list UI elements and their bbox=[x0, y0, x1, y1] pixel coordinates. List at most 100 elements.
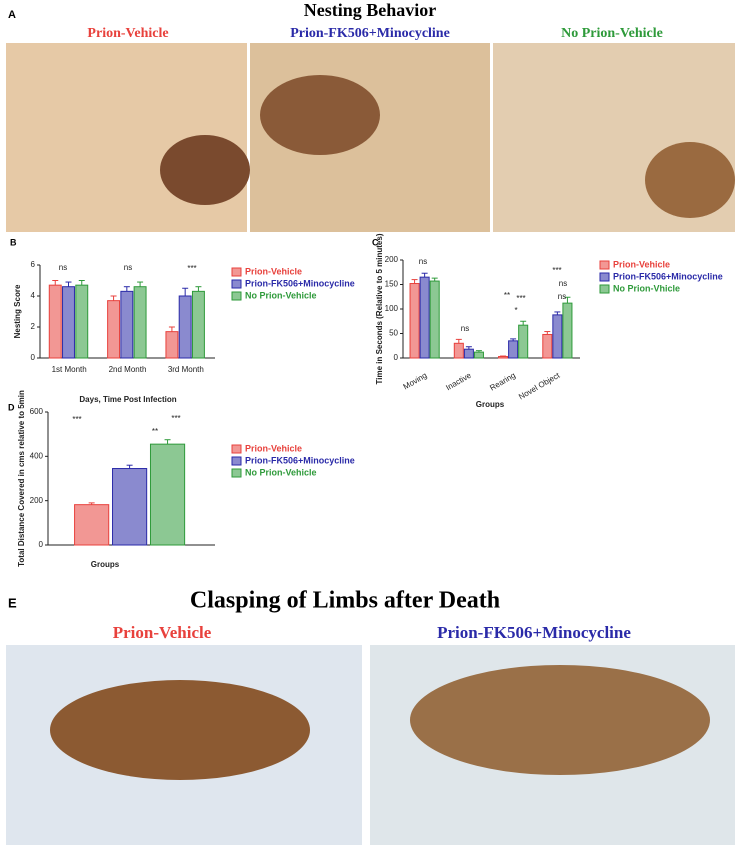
y-tick-label: 400 bbox=[30, 451, 44, 460]
x-tick-label: 2nd Month bbox=[109, 365, 147, 374]
significance-label: ns bbox=[419, 257, 427, 266]
legend-label: Prion-Vehicle bbox=[245, 443, 302, 453]
significance-label: *** bbox=[552, 266, 561, 275]
legend-swatch bbox=[231, 267, 242, 277]
y-axis-label: Total Distance Covered in cms relative t… bbox=[17, 390, 26, 567]
y-tick-label: 0 bbox=[39, 540, 44, 549]
x-tick-label: Novel Object bbox=[517, 370, 562, 401]
bar bbox=[107, 300, 121, 359]
significance-label: *** bbox=[516, 294, 525, 303]
panel-label: D bbox=[8, 402, 15, 412]
y-tick-label: 6 bbox=[31, 260, 36, 269]
panel-title: Nesting Behavior bbox=[304, 0, 437, 20]
panel-label: B bbox=[10, 237, 17, 247]
y-tick-label: 200 bbox=[30, 496, 44, 505]
legend-swatch bbox=[231, 279, 242, 289]
bar bbox=[473, 351, 484, 359]
bar bbox=[508, 340, 519, 359]
x-axis-label: Days, Time Post Infection bbox=[79, 395, 176, 404]
photo-caption: Prion-FK506+Minocycline bbox=[290, 26, 450, 41]
x-axis-label: Groups bbox=[476, 400, 505, 409]
significance-label: * bbox=[514, 306, 517, 315]
bar bbox=[409, 283, 420, 359]
bar bbox=[552, 314, 563, 359]
significance-label: *** bbox=[171, 414, 180, 423]
bar bbox=[149, 443, 186, 546]
photo bbox=[50, 680, 310, 780]
legend-swatch bbox=[599, 260, 610, 270]
bar bbox=[74, 504, 110, 546]
y-tick-label: 0 bbox=[394, 353, 399, 362]
y-axis-label: Nesting Score bbox=[13, 284, 22, 338]
photo bbox=[260, 75, 380, 155]
panel-label: A bbox=[8, 9, 16, 21]
significance-label: *** bbox=[187, 264, 196, 273]
significance-label: ns bbox=[559, 279, 567, 288]
x-tick-label: Moving bbox=[402, 371, 429, 392]
y-tick-label: 150 bbox=[385, 280, 399, 289]
bar bbox=[463, 348, 474, 359]
bar bbox=[191, 290, 205, 359]
legend-swatch bbox=[231, 468, 242, 478]
y-tick-label: 2 bbox=[31, 322, 36, 331]
significance-label: ** bbox=[152, 427, 158, 436]
bar bbox=[518, 324, 529, 359]
bar bbox=[498, 356, 509, 359]
legend-label: No Prion-Vehicle bbox=[245, 290, 317, 300]
x-axis-label: Groups bbox=[91, 560, 120, 569]
y-tick-label: 50 bbox=[389, 329, 398, 338]
photo-caption: Prion-FK506+Minocycline bbox=[437, 623, 631, 642]
bar bbox=[419, 276, 430, 359]
bar bbox=[429, 280, 440, 359]
bar bbox=[48, 284, 62, 359]
photo-caption: Prion-Vehicle bbox=[113, 623, 212, 642]
significance-label: *** bbox=[72, 415, 81, 424]
bar bbox=[62, 286, 75, 359]
x-tick-label: Inactive bbox=[444, 370, 473, 392]
bar bbox=[542, 333, 553, 359]
bar bbox=[453, 342, 464, 359]
legend-label: No Prion-Vehicle bbox=[245, 467, 317, 477]
panel-title: Clasping of Limbs after Death bbox=[190, 588, 500, 614]
photo-caption: No Prion-Vehicle bbox=[561, 26, 663, 41]
bar bbox=[165, 331, 179, 359]
bar bbox=[75, 284, 89, 359]
x-tick-label: Rearing bbox=[488, 371, 517, 393]
panel-label: E bbox=[8, 595, 17, 610]
photo bbox=[410, 665, 710, 775]
legend-label: Prion-FK506+Minocycline bbox=[613, 271, 723, 281]
y-tick-label: 4 bbox=[31, 291, 36, 300]
significance-label: ns bbox=[558, 292, 566, 301]
significance-label: ns bbox=[461, 324, 469, 333]
legend-label: Prion-Vehicle bbox=[245, 266, 302, 276]
y-tick-label: 200 bbox=[385, 255, 399, 264]
y-tick-label: 100 bbox=[385, 304, 399, 313]
significance-label: ns bbox=[124, 263, 132, 272]
y-tick-label: 600 bbox=[30, 407, 44, 416]
y-tick-label: 0 bbox=[31, 353, 36, 362]
x-tick-label: 3rd Month bbox=[168, 365, 204, 374]
panel-label: C bbox=[372, 237, 379, 247]
bar bbox=[120, 290, 134, 359]
significance-label: ** bbox=[504, 291, 510, 300]
y-axis-label: Time in Seconds (Relative to 5 minutes) bbox=[375, 233, 384, 384]
x-tick-label: 1st Month bbox=[52, 365, 87, 374]
photo-caption: Prion-Vehicle bbox=[87, 26, 168, 41]
legend-swatch bbox=[231, 291, 242, 301]
legend-swatch bbox=[231, 444, 242, 454]
bar bbox=[178, 295, 192, 359]
legend-label: Prion-FK506+Minocycline bbox=[245, 455, 355, 465]
legend-swatch bbox=[599, 272, 610, 282]
legend-swatch bbox=[599, 284, 610, 294]
legend-label: Prion-Vehicle bbox=[613, 259, 670, 269]
bar bbox=[133, 286, 147, 359]
significance-label: ns bbox=[59, 263, 67, 272]
photo bbox=[160, 135, 250, 205]
bar bbox=[562, 302, 573, 359]
legend-label: No Prion-Vhicle bbox=[613, 283, 680, 293]
photo bbox=[645, 142, 735, 218]
legend-swatch bbox=[231, 456, 242, 466]
bar bbox=[112, 468, 148, 546]
legend-label: Prion-FK506+Minocycline bbox=[245, 278, 355, 288]
